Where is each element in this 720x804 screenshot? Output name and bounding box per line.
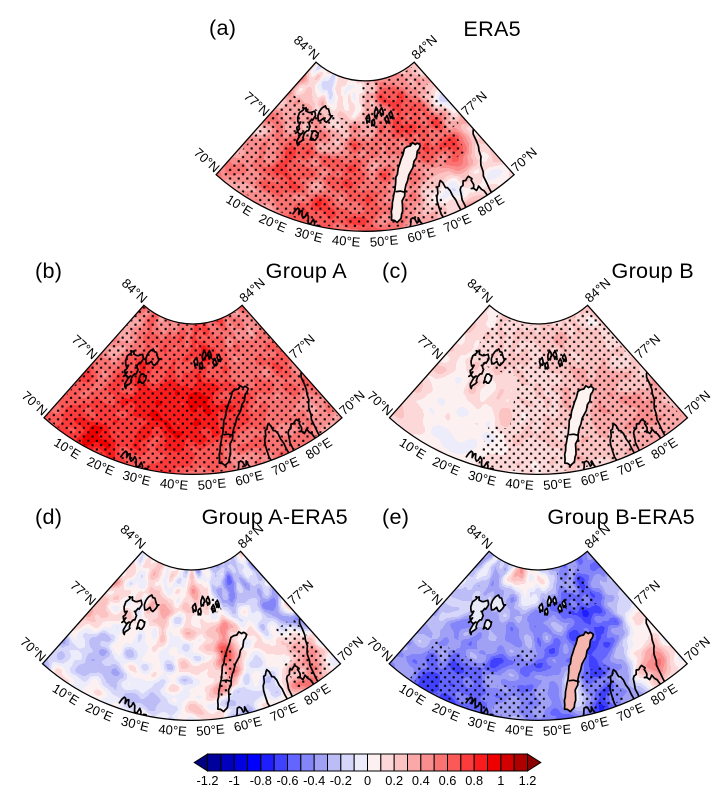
svg-text:(e): (e) xyxy=(382,504,409,529)
svg-text:50°E: 50°E xyxy=(369,232,399,249)
svg-text:30°E: 30°E xyxy=(121,467,152,488)
svg-text:60°E: 60°E xyxy=(579,467,610,488)
svg-text:30°E: 30°E xyxy=(120,713,151,734)
svg-text:0.2: 0.2 xyxy=(385,773,403,788)
svg-text:Group A-ERA5: Group A-ERA5 xyxy=(202,504,348,529)
svg-text:(d): (d) xyxy=(35,504,62,529)
svg-text:0.4: 0.4 xyxy=(412,773,430,788)
svg-text:50°E: 50°E xyxy=(542,721,572,738)
svg-text:50°E: 50°E xyxy=(543,475,573,492)
svg-text:40°E: 40°E xyxy=(505,475,535,492)
svg-text:Group B-ERA5: Group B-ERA5 xyxy=(547,504,695,529)
svg-text:40°E: 40°E xyxy=(331,232,361,249)
svg-text:60°E: 60°E xyxy=(406,224,437,245)
svg-text:0.8: 0.8 xyxy=(465,773,483,788)
svg-text:-1.2: -1.2 xyxy=(196,773,218,788)
svg-text:ERA5: ERA5 xyxy=(463,16,521,41)
svg-text:(a): (a) xyxy=(209,15,236,40)
svg-text:1.2: 1.2 xyxy=(519,773,537,788)
svg-text:60°E: 60°E xyxy=(234,467,265,488)
svg-text:-1: -1 xyxy=(229,773,240,788)
svg-text:0.6: 0.6 xyxy=(439,773,457,788)
svg-text:40°E: 40°E xyxy=(158,721,188,738)
svg-text:-0.6: -0.6 xyxy=(276,773,298,788)
svg-text:-0.8: -0.8 xyxy=(250,773,272,788)
svg-text:Group A: Group A xyxy=(266,258,348,283)
svg-text:30°E: 30°E xyxy=(293,224,324,245)
svg-text:60°E: 60°E xyxy=(232,713,263,734)
svg-text:50°E: 50°E xyxy=(196,721,226,738)
svg-text:40°E: 40°E xyxy=(505,721,535,738)
svg-text:(b): (b) xyxy=(35,258,62,283)
svg-text:0: 0 xyxy=(364,773,371,788)
svg-text:40°E: 40°E xyxy=(159,475,189,492)
svg-text:-0.4: -0.4 xyxy=(303,773,325,788)
svg-text:(c): (c) xyxy=(382,258,408,283)
svg-text:30°E: 30°E xyxy=(467,467,498,488)
svg-text:50°E: 50°E xyxy=(197,475,227,492)
svg-text:Group B: Group B xyxy=(611,258,694,283)
svg-text:60°E: 60°E xyxy=(579,713,610,734)
svg-text:30°E: 30°E xyxy=(466,713,497,734)
svg-text:-0.2: -0.2 xyxy=(330,773,352,788)
svg-text:1: 1 xyxy=(497,773,504,788)
